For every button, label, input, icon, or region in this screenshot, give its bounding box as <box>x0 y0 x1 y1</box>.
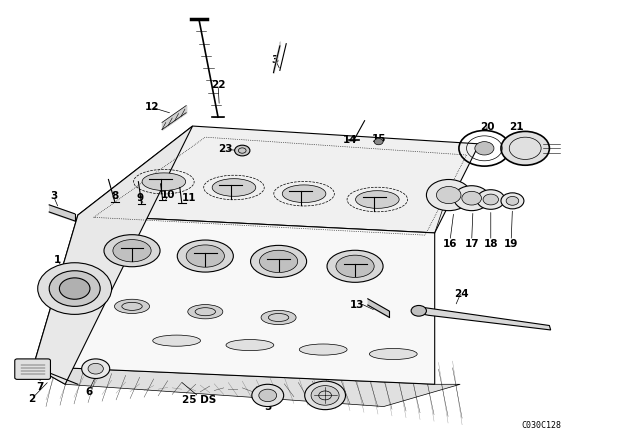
Text: 6: 6 <box>86 387 93 397</box>
Text: 19: 19 <box>504 239 518 249</box>
Circle shape <box>38 263 111 314</box>
Ellipse shape <box>177 240 234 272</box>
Circle shape <box>259 389 276 402</box>
Ellipse shape <box>282 185 326 202</box>
Circle shape <box>454 186 490 211</box>
Text: 16: 16 <box>443 239 457 249</box>
Text: 15: 15 <box>371 134 386 143</box>
Circle shape <box>411 306 426 316</box>
Polygon shape <box>78 126 479 233</box>
Circle shape <box>426 180 471 211</box>
Circle shape <box>305 381 346 409</box>
Polygon shape <box>33 215 435 384</box>
FancyBboxPatch shape <box>15 359 51 379</box>
Ellipse shape <box>153 335 200 346</box>
Text: 2: 2 <box>28 393 36 404</box>
Ellipse shape <box>226 340 274 351</box>
Text: 24: 24 <box>454 289 468 299</box>
Polygon shape <box>422 308 550 330</box>
Circle shape <box>506 196 519 205</box>
Text: 8: 8 <box>111 191 118 202</box>
Circle shape <box>462 191 481 205</box>
Text: 21: 21 <box>509 122 524 132</box>
Text: 3: 3 <box>272 55 279 65</box>
Ellipse shape <box>250 246 307 277</box>
Circle shape <box>235 145 250 156</box>
Ellipse shape <box>104 235 160 267</box>
Text: 20: 20 <box>480 122 494 132</box>
Circle shape <box>60 278 90 299</box>
Ellipse shape <box>113 240 151 262</box>
Ellipse shape <box>115 299 150 314</box>
Text: C030C128: C030C128 <box>522 421 562 430</box>
Circle shape <box>374 138 383 145</box>
Ellipse shape <box>327 250 383 282</box>
Circle shape <box>483 194 499 205</box>
Text: 12: 12 <box>145 102 159 112</box>
Text: 22: 22 <box>211 80 225 90</box>
Polygon shape <box>33 126 193 384</box>
Text: 17: 17 <box>465 239 479 249</box>
Text: 11: 11 <box>182 193 196 203</box>
Text: 18: 18 <box>484 239 498 249</box>
Circle shape <box>252 384 284 406</box>
Circle shape <box>477 190 505 209</box>
Ellipse shape <box>186 245 225 267</box>
Ellipse shape <box>356 191 399 208</box>
Text: 14: 14 <box>343 135 358 145</box>
Text: 9: 9 <box>137 193 144 203</box>
Circle shape <box>82 359 109 379</box>
Text: 1: 1 <box>54 254 61 265</box>
Text: 13: 13 <box>349 300 364 310</box>
Text: 4: 4 <box>319 402 327 413</box>
Ellipse shape <box>188 305 223 319</box>
Ellipse shape <box>259 250 298 272</box>
Text: 23: 23 <box>218 144 233 154</box>
Circle shape <box>501 131 549 165</box>
Text: 25 DS: 25 DS <box>182 395 216 405</box>
Ellipse shape <box>336 255 374 277</box>
Polygon shape <box>33 366 460 406</box>
Ellipse shape <box>261 310 296 325</box>
Circle shape <box>501 193 524 209</box>
Circle shape <box>311 386 339 405</box>
Ellipse shape <box>142 173 186 190</box>
Circle shape <box>436 186 461 204</box>
Circle shape <box>475 142 494 155</box>
Circle shape <box>88 363 103 374</box>
Text: 7: 7 <box>36 382 44 392</box>
Text: 3: 3 <box>50 191 57 202</box>
Ellipse shape <box>212 179 256 196</box>
Text: 5: 5 <box>264 402 271 413</box>
Ellipse shape <box>369 349 417 360</box>
Ellipse shape <box>300 344 347 355</box>
Circle shape <box>49 271 100 306</box>
Text: 10: 10 <box>161 190 175 200</box>
